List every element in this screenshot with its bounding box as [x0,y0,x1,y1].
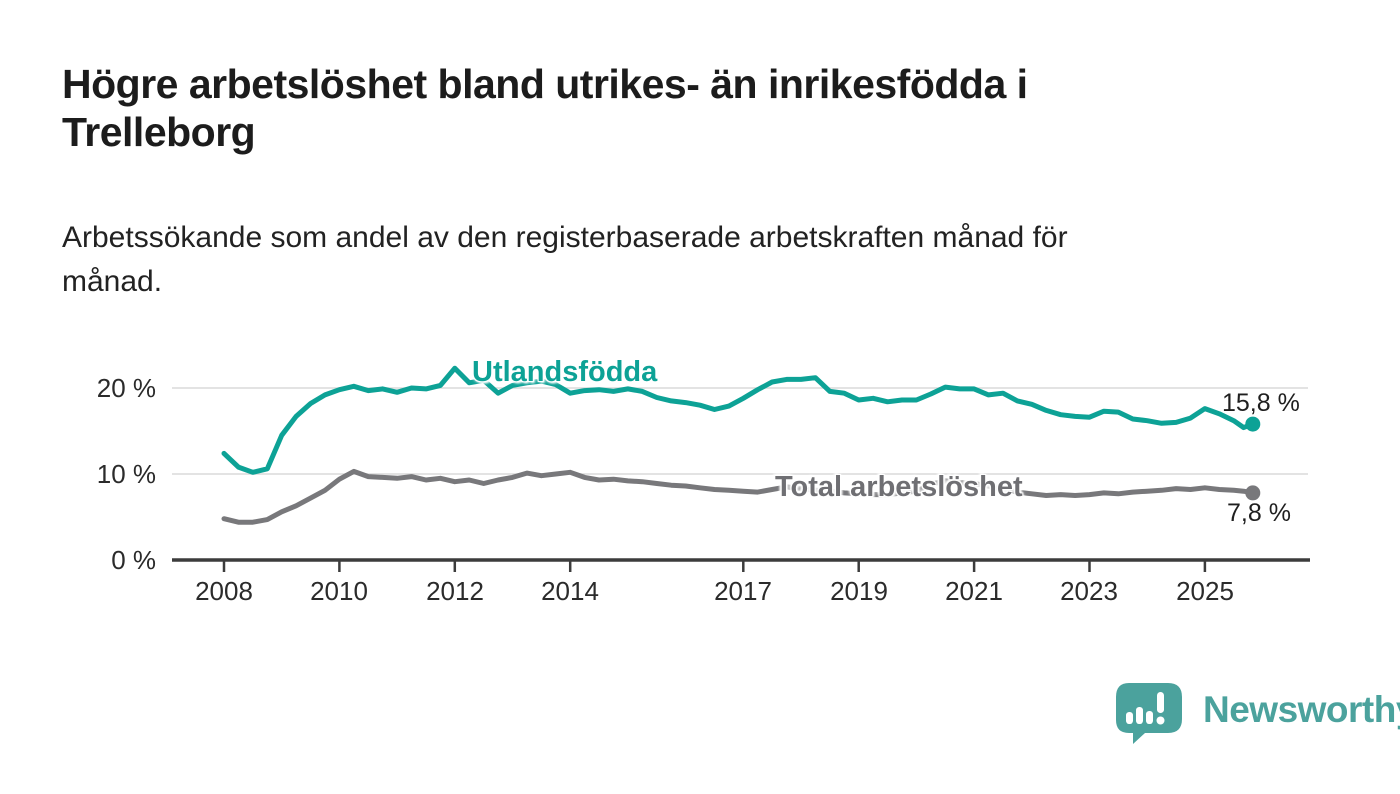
end-value-total: 7,8 % [1227,499,1291,527]
series-label-utlandsfodda: Utlandsfödda [472,356,658,388]
newsworthy-logo-text: Newsworthy [1203,689,1400,730]
x-axis-ticks [222,561,1207,572]
y-axis-label-20: 20 % [96,373,156,403]
chart-subtitle: Arbetssökande som andel av den registerb… [62,221,1068,298]
x-axis-label-2012: 2012 [426,576,484,606]
x-axis-label-2008: 2008 [195,576,253,606]
newsworthy-logo-icon [1116,683,1182,744]
total-end-dot [1245,485,1261,501]
x-axis-label-2014: 2014 [541,576,599,606]
series-lines [221,365,1261,525]
x-axis-label-2025: 2025 [1176,576,1234,606]
page-title: Högre arbetslöshet bland utrikes- än inr… [62,61,1028,155]
series-label-total: Total arbetslöshet [775,471,1023,503]
y-axis-label-0: 0 % [111,545,156,575]
utlandsfodda-line [221,365,1256,475]
x-axis-label-2010: 2010 [310,576,368,606]
total-line [221,468,1256,525]
x-axis-label-2019: 2019 [830,576,888,606]
y-axis-label-10: 10 % [96,459,156,489]
x-axis-label-2023: 2023 [1060,576,1118,606]
x-axis-label-2021: 2021 [945,576,1003,606]
end-value-utlandsfodda: 15,8 % [1222,389,1300,417]
utlandsfodda-end-dot [1245,416,1261,432]
x-axis-label-2017: 2017 [714,576,772,606]
newsworthy-logo: Newsworthy [1115,682,1400,746]
